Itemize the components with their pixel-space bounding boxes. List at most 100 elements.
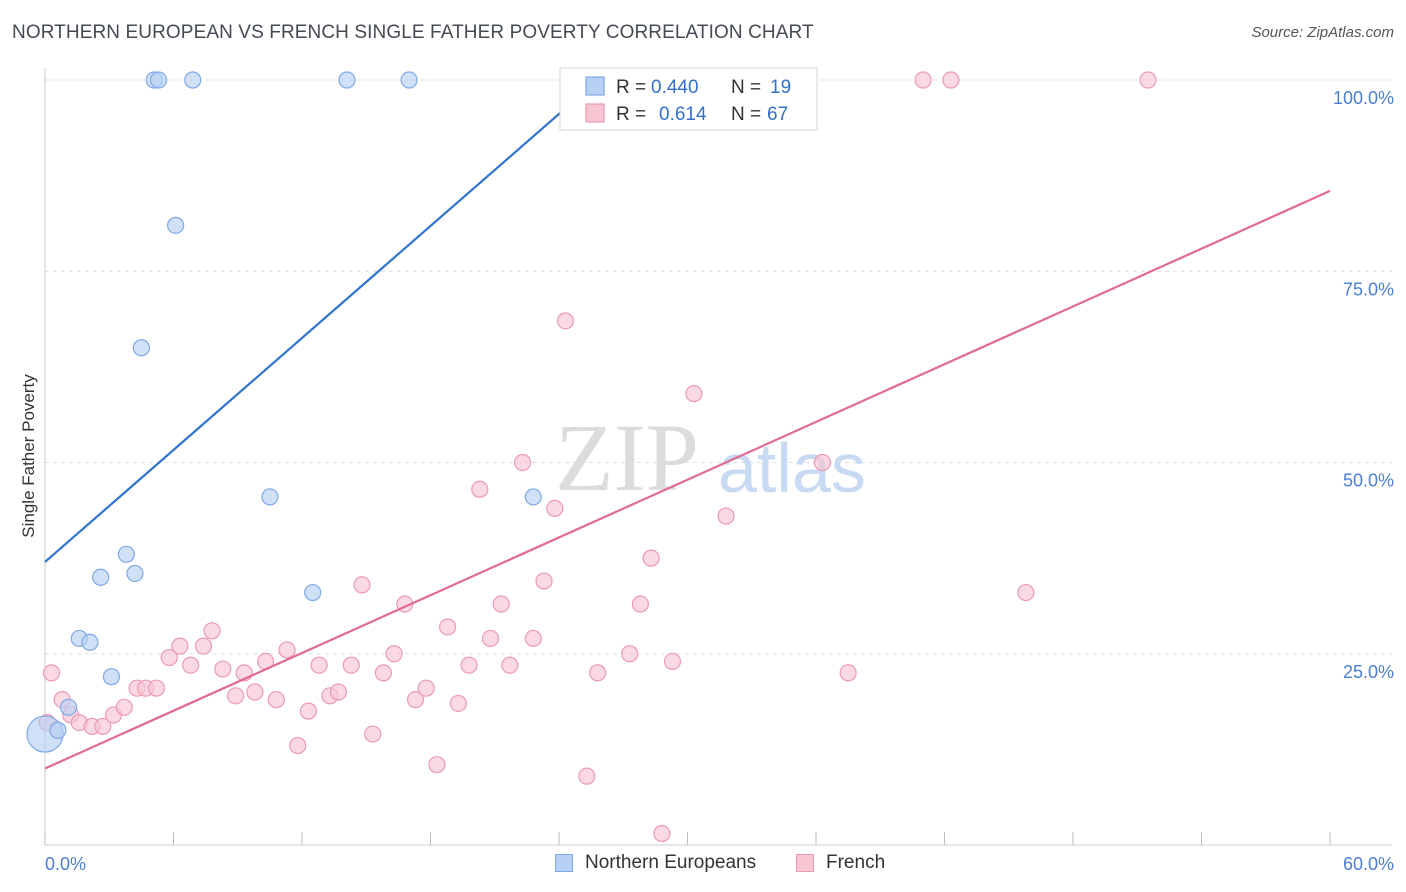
point-pink	[460, 656, 478, 674]
point-pink	[535, 572, 553, 590]
point-blue	[126, 564, 144, 583]
y-tick-label: 75.0%	[1343, 279, 1394, 299]
x-tick-label: 0.0%	[45, 854, 86, 874]
point-blue	[338, 71, 356, 89]
watermark: ZIP atlas	[555, 404, 866, 511]
point-pink	[513, 453, 532, 472]
point-pink	[171, 637, 189, 655]
legend-label-blue: Northern Europeans	[585, 852, 757, 873]
bottom-legend-pink: French	[796, 852, 885, 874]
point-blue	[117, 545, 135, 563]
bottom-legend-blue: Northern Europeans	[555, 852, 756, 874]
point-pink	[182, 656, 200, 674]
point-pink	[578, 767, 596, 785]
grid-layer	[45, 79, 1392, 655]
point-pink	[353, 576, 371, 594]
point-blue	[102, 668, 120, 686]
legend-n-label-2: N =	[731, 104, 761, 125]
point-pink	[342, 656, 360, 674]
point-pink	[299, 702, 318, 720]
point-blue	[261, 488, 279, 506]
point-pink	[1017, 583, 1035, 602]
legend-pink-swatch	[585, 103, 605, 123]
point-pink	[524, 629, 542, 648]
point-pink	[653, 824, 671, 843]
point-pink	[94, 717, 112, 736]
x-tick-label: 60.0%	[1343, 854, 1394, 874]
point-pink	[663, 652, 682, 671]
legend-swatch-blue	[555, 854, 573, 872]
trendline-blue	[44, 94, 582, 563]
trend-layer	[44, 94, 1331, 770]
point-pink	[160, 648, 178, 667]
point-blue	[132, 339, 150, 357]
legend-r-value-2: 0.614	[659, 104, 707, 125]
point-pink	[1139, 71, 1157, 89]
point-pink	[449, 694, 467, 713]
point-blue	[400, 71, 418, 89]
y-axis-label: Single Father Poverty	[19, 374, 38, 538]
legend-n-value-2: 67	[767, 104, 788, 125]
point-pink	[194, 637, 213, 655]
trendline-pink	[44, 189, 1331, 770]
point-blue	[167, 216, 185, 234]
point-pink	[203, 622, 221, 640]
point-pink	[439, 618, 457, 636]
legend-r-value-1: 0.440	[651, 77, 699, 98]
point-pink	[227, 687, 245, 705]
point-blue	[49, 721, 67, 739]
tick-labels: 25.0% 50.0% 75.0% 100.0% 0.0% 60.0%	[45, 88, 1394, 874]
point-pink	[492, 595, 510, 613]
point-pink	[147, 679, 165, 697]
point-blue	[524, 488, 542, 506]
point-pink	[481, 629, 500, 648]
point-pink	[374, 664, 392, 682]
legend-n-label-1: N =	[731, 77, 761, 98]
point-blue	[149, 71, 168, 89]
y-tick-label: 100.0%	[1333, 88, 1394, 108]
point-pink	[501, 656, 519, 674]
point-pink	[385, 645, 403, 663]
legend-n-value-1: 19	[770, 77, 791, 98]
y-tick-label: 50.0%	[1343, 471, 1394, 491]
point-blue	[184, 71, 202, 89]
point-pink	[278, 641, 296, 659]
point-pink	[942, 71, 960, 89]
point-pink	[914, 71, 932, 89]
source-label: Source: ZipAtlas.com	[1251, 24, 1394, 41]
point-pink	[267, 691, 285, 709]
point-blue	[81, 633, 99, 651]
legend-r-label-1: R =	[616, 77, 646, 98]
legend-box: R = 0.440 N = 19 R = 0.614 N = 67	[559, 67, 818, 131]
point-pink	[214, 660, 232, 678]
point-pink	[42, 664, 61, 682]
point-blue	[59, 698, 78, 716]
legend-swatch-pink	[796, 854, 814, 872]
point-pink	[428, 756, 446, 774]
point-pink	[329, 683, 348, 701]
point-pink	[289, 736, 307, 755]
point-pink	[642, 549, 660, 567]
watermark-zip: ZIP	[555, 404, 699, 511]
point-pink	[685, 385, 703, 403]
legend-blue-swatch	[585, 76, 605, 96]
point-pink	[839, 664, 857, 682]
point-pink	[717, 507, 735, 525]
points-layer	[26, 71, 1157, 843]
chart-title: NORTHERN EUROPEAN VS FRENCH SINGLE FATHE…	[12, 22, 814, 43]
watermark-atlas: atlas	[718, 429, 866, 507]
point-blue	[304, 583, 322, 602]
point-pink	[813, 453, 832, 472]
legend-label-pink: French	[826, 852, 886, 873]
point-pink	[417, 679, 435, 697]
point-pink	[631, 595, 649, 613]
point-pink	[364, 725, 382, 743]
point-pink	[471, 480, 489, 498]
legend-r-label-2: R =	[616, 104, 646, 125]
point-blue	[92, 568, 110, 586]
point-pink	[546, 499, 564, 517]
y-tick-label: 25.0%	[1343, 662, 1394, 682]
point-pink	[588, 664, 607, 682]
point-pink	[310, 656, 328, 674]
